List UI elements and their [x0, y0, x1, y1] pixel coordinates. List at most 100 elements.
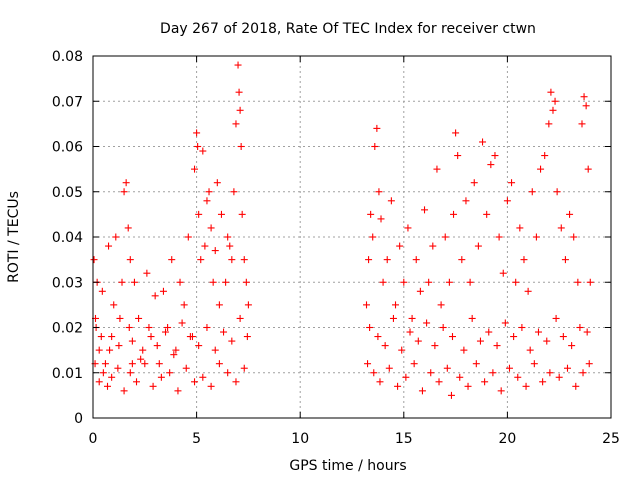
- data-point: [425, 278, 433, 286]
- data-point: [454, 152, 462, 160]
- x-tick-label: 15: [395, 431, 413, 447]
- data-point: [582, 102, 590, 110]
- data-point: [518, 324, 526, 331]
- data-point: [99, 369, 107, 377]
- y-tick-label: 0.02: [52, 321, 83, 337]
- data-point: [203, 324, 211, 331]
- data-point: [514, 373, 522, 381]
- y-tick-labels: 0 0.01 0.02 0.03 0.04 0.05 0.06 0.07 0.08: [52, 49, 83, 427]
- data-point: [176, 278, 184, 286]
- data-point: [402, 373, 410, 381]
- data-point: [549, 106, 557, 114]
- data-point: [115, 342, 123, 350]
- data-point: [166, 369, 174, 377]
- data-point: [240, 256, 248, 264]
- data-point: [580, 93, 588, 101]
- data-point: [234, 61, 242, 69]
- data-point: [541, 152, 549, 160]
- data-point: [584, 165, 592, 173]
- data-point: [546, 369, 554, 377]
- data-point: [445, 278, 453, 286]
- data-point: [427, 369, 435, 377]
- data-point: [435, 378, 443, 386]
- data-point: [226, 242, 234, 250]
- data-point: [552, 314, 560, 322]
- data-point: [578, 120, 586, 128]
- data-point: [168, 256, 176, 264]
- data-point: [135, 314, 143, 322]
- data-point: [95, 346, 103, 354]
- data-point: [524, 287, 532, 295]
- data-point: [470, 179, 478, 187]
- y-tick-label: 0.01: [52, 366, 83, 382]
- data-point: [232, 378, 240, 386]
- data-point: [505, 364, 513, 372]
- data-point: [112, 233, 120, 241]
- data-point: [566, 210, 574, 218]
- data-point: [199, 373, 207, 381]
- data-point: [145, 324, 153, 331]
- data-point: [191, 378, 199, 386]
- data-point: [232, 120, 240, 128]
- data-point: [139, 346, 147, 354]
- data-point: [228, 256, 236, 264]
- data-point: [105, 242, 113, 250]
- data-point: [553, 188, 561, 196]
- data-point: [363, 301, 371, 309]
- data-point: [379, 278, 387, 286]
- data-point: [583, 328, 591, 336]
- data-point: [217, 210, 225, 218]
- y-tick-label: 0.08: [52, 49, 83, 65]
- data-point: [493, 342, 501, 350]
- data-point: [416, 287, 424, 295]
- data-point: [439, 324, 447, 331]
- data-point: [155, 360, 163, 368]
- data-point: [193, 129, 201, 137]
- data-point: [421, 206, 429, 214]
- data-point: [472, 360, 480, 368]
- data-point: [503, 197, 511, 205]
- data-point: [215, 301, 223, 309]
- data-point: [195, 342, 203, 350]
- data-point: [551, 97, 559, 105]
- data-point: [485, 328, 493, 336]
- y-axis-label: ROTI / TECUs: [6, 191, 22, 283]
- data-point: [116, 314, 124, 322]
- data-point: [126, 369, 134, 377]
- data-point: [526, 346, 534, 354]
- data-point: [431, 342, 439, 350]
- data-point: [369, 233, 377, 241]
- data-point: [98, 287, 106, 295]
- data-point: [489, 369, 497, 377]
- data-point: [151, 292, 159, 300]
- data-point: [205, 188, 213, 196]
- x-axis-label: GPS time / hours: [289, 458, 406, 474]
- x-tick-label: 10: [291, 431, 309, 447]
- data-point: [180, 301, 188, 309]
- data-point: [423, 319, 431, 327]
- data-point: [441, 233, 449, 241]
- data-point: [394, 382, 402, 390]
- data-point: [385, 364, 393, 372]
- data-point: [412, 256, 420, 264]
- data-point: [172, 346, 180, 354]
- data-point: [375, 188, 383, 196]
- data-point: [495, 233, 503, 241]
- data-point: [537, 165, 545, 173]
- data-point: [122, 179, 130, 187]
- data-point: [244, 301, 252, 309]
- data-point: [128, 360, 136, 368]
- data-point: [528, 188, 536, 196]
- data-point: [568, 342, 576, 350]
- data-point: [383, 256, 391, 264]
- data-point: [400, 278, 408, 286]
- data-point: [396, 242, 404, 250]
- data-point: [448, 333, 456, 341]
- data-point: [437, 301, 445, 309]
- data-point: [106, 346, 114, 354]
- data-point: [213, 179, 221, 187]
- data-point: [499, 269, 507, 277]
- data-point: [586, 278, 594, 286]
- data-point: [559, 333, 567, 341]
